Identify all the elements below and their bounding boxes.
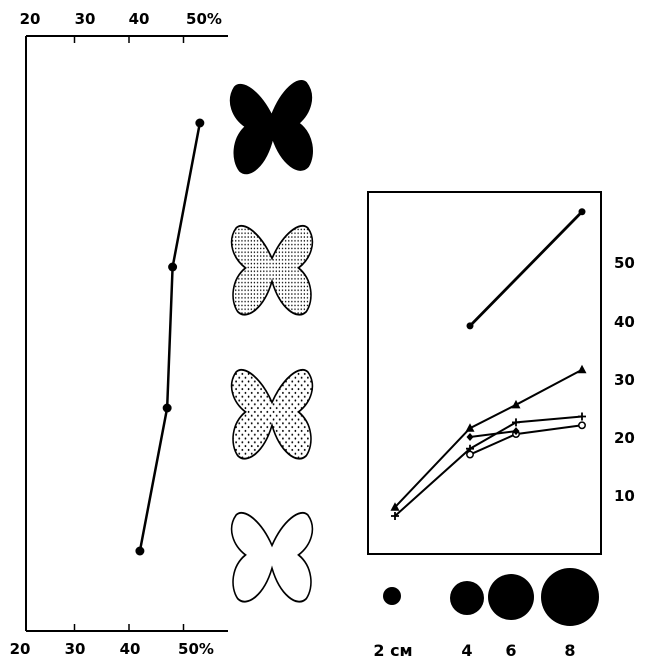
- data-point: [578, 208, 586, 216]
- left-chart: 20 30 40 50% 20 30 40 50%: [10, 10, 228, 658]
- data-point: [466, 450, 474, 459]
- data-point: [466, 322, 474, 330]
- data-point: [512, 427, 520, 436]
- data-point: [162, 403, 172, 413]
- data-point: [577, 364, 587, 374]
- series-line: [469, 430, 517, 438]
- black-butterfly-icon: [228, 79, 316, 176]
- data-point: [390, 502, 400, 511]
- series-line: [469, 210, 583, 327]
- right-chart-frame: [367, 191, 602, 555]
- size-label: 6: [505, 641, 516, 660]
- data-point: [511, 399, 521, 409]
- top-tick-label: 40: [129, 10, 150, 28]
- data-point: [168, 262, 178, 272]
- white-butterfly-icon: [230, 511, 314, 603]
- y-tick-label: 30: [614, 371, 635, 389]
- y-tick-label: 40: [614, 313, 635, 331]
- butterfly-pictograms: [228, 79, 316, 603]
- size-circle-4: [450, 581, 484, 615]
- y-tick-label: 10: [614, 487, 635, 505]
- sparse-dotted-butterfly-icon: [230, 368, 314, 460]
- data-point: [466, 433, 474, 441]
- series-line: [394, 368, 583, 508]
- top-tick-label: 30: [75, 10, 96, 28]
- size-circle-8: [541, 568, 599, 626]
- data-point: [578, 421, 586, 430]
- bottom-tick-label: 20: [10, 640, 31, 658]
- right-chart: 10 20 30 40 50: [367, 191, 635, 555]
- bottom-tick-label: 50%: [178, 640, 214, 658]
- size-legend: 2 см 4 6 8: [373, 568, 599, 660]
- size-circle-2: [383, 587, 401, 605]
- series-line: [138, 122, 202, 552]
- top-tick-label: 20: [20, 10, 41, 28]
- size-label: 2 см: [373, 641, 412, 660]
- size-label: 8: [564, 641, 575, 660]
- data-point: [512, 418, 520, 427]
- size-label: 4: [461, 641, 472, 660]
- y-tick-label: 20: [614, 429, 635, 447]
- data-point: [195, 118, 205, 128]
- data-point: [465, 423, 475, 432]
- top-tick-label: 50%: [186, 10, 222, 28]
- dense-dotted-butterfly-icon: [230, 224, 314, 316]
- y-tick-label: 50: [614, 254, 635, 272]
- series-line: [394, 415, 583, 517]
- bottom-tick-label: 30: [65, 640, 86, 658]
- data-point: [135, 546, 145, 556]
- data-point: [391, 511, 399, 520]
- bottom-tick-label: 40: [120, 640, 141, 658]
- data-point: [578, 412, 586, 421]
- size-circle-6: [488, 574, 534, 620]
